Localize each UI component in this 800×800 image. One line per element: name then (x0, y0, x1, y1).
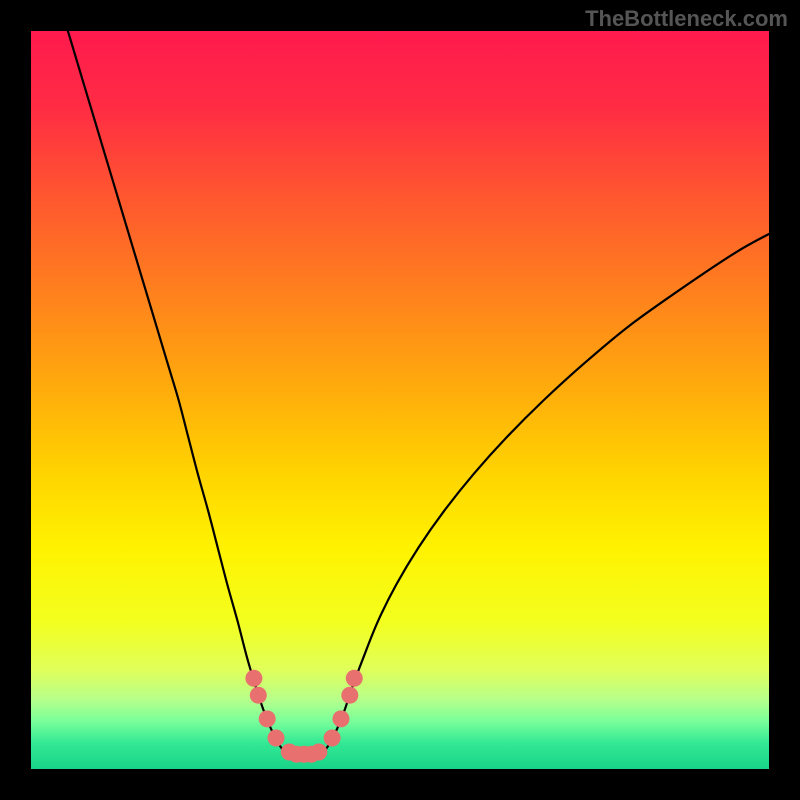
curve-marker (332, 710, 349, 727)
gradient-background (31, 31, 769, 769)
curve-marker (259, 710, 276, 727)
bottleneck-curve-chart (31, 31, 769, 769)
curve-marker (310, 744, 327, 761)
chart-container: TheBottleneck.com (0, 0, 800, 800)
curve-marker (245, 670, 262, 687)
curve-marker (268, 730, 285, 747)
watermark-text: TheBottleneck.com (585, 6, 788, 32)
curve-marker (324, 730, 341, 747)
curve-marker (346, 670, 363, 687)
curve-marker (250, 687, 267, 704)
curve-marker (341, 687, 358, 704)
